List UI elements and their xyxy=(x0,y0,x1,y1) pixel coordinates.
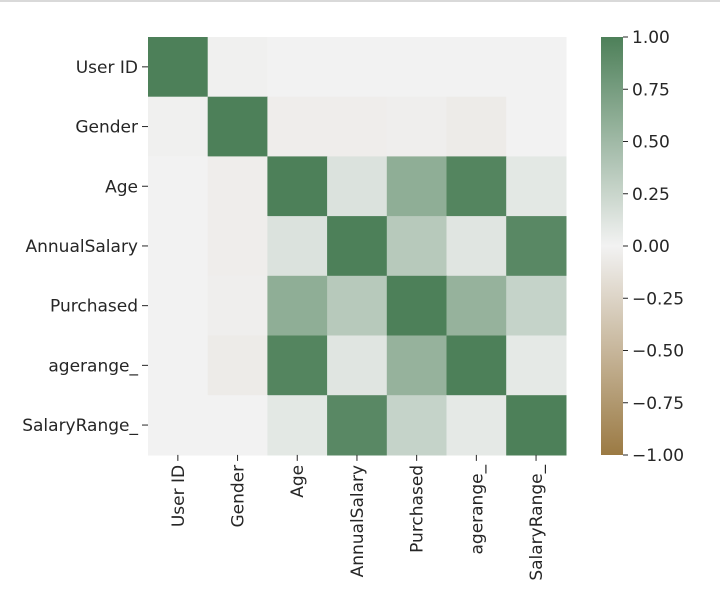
heatmap-cell-purchased-salaryrange xyxy=(506,275,567,337)
colorbar-tick-label: 0.50 xyxy=(632,133,670,153)
heatmap-cell-annualsalary-gender xyxy=(207,216,268,277)
colorbar-tick-label: −0.75 xyxy=(632,394,684,414)
heatmap-cell-salaryrange-purchased xyxy=(386,395,448,456)
heatmap-cell-gender-salaryrange xyxy=(506,96,567,157)
heatmap-cell-gender-gender xyxy=(207,96,268,157)
heatmap-cell-salaryrange-salaryrange xyxy=(506,395,567,456)
heatmap-cell-age-purchased xyxy=(386,156,448,217)
y-tick-label-purchased: Purchased xyxy=(50,297,138,317)
heatmap-cell-gender-purchased xyxy=(386,96,448,157)
heatmap-cell-gender-annualsalary xyxy=(327,96,388,157)
heatmap-cell-agerange-age xyxy=(267,335,328,396)
x-tick-label-salaryrange: SalaryRange_ xyxy=(527,464,547,580)
heatmap-cell-user-id-purchased xyxy=(386,37,448,98)
colorbar-tick-label: −1.00 xyxy=(632,446,684,466)
heatmap-cell-salaryrange-annualsalary xyxy=(327,395,388,456)
x-tick-label-purchased: Purchased xyxy=(408,465,428,553)
colorbar-tick-label: 0.00 xyxy=(632,237,670,257)
x-tick-label-agerange: agerange_ xyxy=(467,464,487,554)
heatmap-cell-age-agerange xyxy=(446,156,507,217)
heatmap-cell-gender-user-id xyxy=(148,96,209,157)
x-tick-label-age: Age xyxy=(288,465,308,498)
heatmap-cell-agerange-user-id xyxy=(148,335,209,396)
heatmap-cell-user-id-annualsalary xyxy=(327,37,388,98)
colorbar: 1.00 0.75 0.50 0.25 0.00 −0.25 −0.50 −0.75 −1.00 xyxy=(601,28,684,466)
x-tick-label-user-id: User ID xyxy=(169,465,189,527)
heatmap-cell-agerange-gender xyxy=(207,335,268,396)
heatmap-cell-purchased-annualsalary xyxy=(327,275,388,337)
x-tick-label-annualsalary: AnnualSalary xyxy=(348,465,368,578)
heatmap-cell-purchased-purchased xyxy=(386,275,448,337)
heatmap-cell-agerange-salaryrange xyxy=(506,335,567,396)
heatmap-cell-gender-agerange xyxy=(446,96,507,157)
heatmap-cell-user-id-user-id xyxy=(148,37,209,98)
heatmap-cell-purchased-agerange xyxy=(446,275,507,337)
colorbar-tick-label: 0.75 xyxy=(632,80,670,100)
heatmap-cell-annualsalary-age xyxy=(267,216,328,277)
heatmap-cell-gender-age xyxy=(267,96,328,157)
heatmap-cell-purchased-gender xyxy=(207,275,268,337)
colorbar-tick-label: −0.50 xyxy=(632,342,684,362)
heatmap-cell-age-age xyxy=(267,156,328,217)
heatmap-cells xyxy=(148,37,567,456)
heatmap-cell-annualsalary-salaryrange xyxy=(506,216,567,277)
heatmap-cell-annualsalary-user-id xyxy=(148,216,209,277)
x-tick-label-gender: Gender xyxy=(229,465,249,528)
heatmap-cell-age-gender xyxy=(207,156,268,217)
colorbar-tick-label: 1.00 xyxy=(632,28,670,48)
colorbar-gradient xyxy=(601,37,623,455)
y-tick-label-annualsalary: AnnualSalary xyxy=(26,237,139,257)
heatmap-cell-agerange-annualsalary xyxy=(327,335,388,396)
heatmap-cell-age-user-id xyxy=(148,156,209,217)
y-tick-label-salaryrange: SalaryRange_ xyxy=(22,416,138,436)
y-tick-label-gender: Gender xyxy=(75,118,138,138)
heatmap-cell-annualsalary-agerange xyxy=(446,216,507,277)
heatmap-cell-user-id-age xyxy=(267,37,328,98)
heatmap-cell-salaryrange-gender xyxy=(207,395,268,456)
heatmap-cell-purchased-age xyxy=(267,275,328,337)
heatmap-cell-annualsalary-annualsalary xyxy=(327,216,388,277)
heatmap-cell-annualsalary-purchased xyxy=(386,216,448,277)
colorbar-tick-label: −0.25 xyxy=(632,289,684,309)
heatmap-cell-age-annualsalary xyxy=(327,156,388,217)
y-tick-label-agerange: agerange_ xyxy=(48,356,138,376)
heatmap-cell-agerange-agerange xyxy=(446,335,507,396)
y-axis-tick-labels: User ID Gender Age AnnualSalary Purchased age… xyxy=(22,58,148,436)
heatmap-cell-salaryrange-age xyxy=(267,395,328,456)
x-axis-tick-labels: User ID Gender Age AnnualSalary Purchased age… xyxy=(169,454,547,581)
heatmap-cell-user-id-salaryrange xyxy=(506,37,567,98)
heatmap-cell-age-salaryrange xyxy=(506,156,567,217)
heatmap-cell-purchased-user-id xyxy=(148,275,209,337)
heatmap-cell-salaryrange-agerange xyxy=(446,395,507,456)
y-tick-label-age: Age xyxy=(105,177,138,197)
colorbar-tick-label: 0.25 xyxy=(632,185,670,205)
y-tick-label-user-id: User ID xyxy=(76,58,138,78)
heatmap-cell-user-id-agerange xyxy=(446,37,507,98)
heatmap-cell-salaryrange-user-id xyxy=(148,395,209,456)
heatmap-cell-user-id-gender xyxy=(207,37,268,98)
heatmap-cell-agerange-purchased xyxy=(386,335,448,396)
